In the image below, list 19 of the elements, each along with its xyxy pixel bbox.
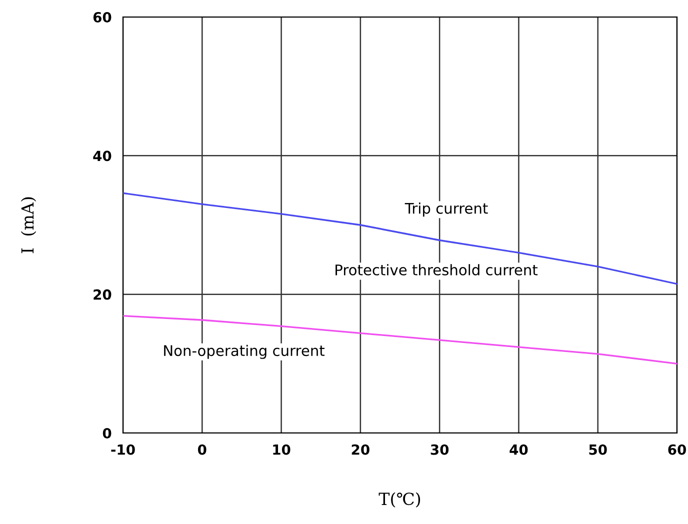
line-series bbox=[123, 314, 677, 364]
annotation: Non-operating current bbox=[164, 344, 325, 359]
x-tick-label: 40 bbox=[510, 444, 528, 455]
x-axis-title: T(℃) bbox=[378, 492, 420, 508]
y-tick-label: 20 bbox=[94, 289, 112, 300]
x-tick-label: 30 bbox=[430, 444, 449, 455]
x-tick-label: 0 bbox=[198, 444, 206, 455]
line-series bbox=[123, 192, 677, 285]
x-tick-label: 10 bbox=[273, 444, 290, 455]
annotation: Protective threshold current bbox=[336, 264, 538, 276]
y-tick-label: 60 bbox=[93, 12, 112, 22]
x-tick-label: 20 bbox=[352, 444, 370, 455]
y-axis-title: I (mA) bbox=[20, 197, 36, 254]
y-tick-label: 0 bbox=[102, 428, 112, 438]
annotation: Trip current bbox=[404, 202, 488, 217]
y-tick-label: 40 bbox=[93, 150, 112, 162]
x-tick-label: 60 bbox=[668, 444, 686, 455]
x-tick-label: 50 bbox=[589, 444, 607, 455]
x-tick-label: -10 bbox=[111, 444, 135, 455]
